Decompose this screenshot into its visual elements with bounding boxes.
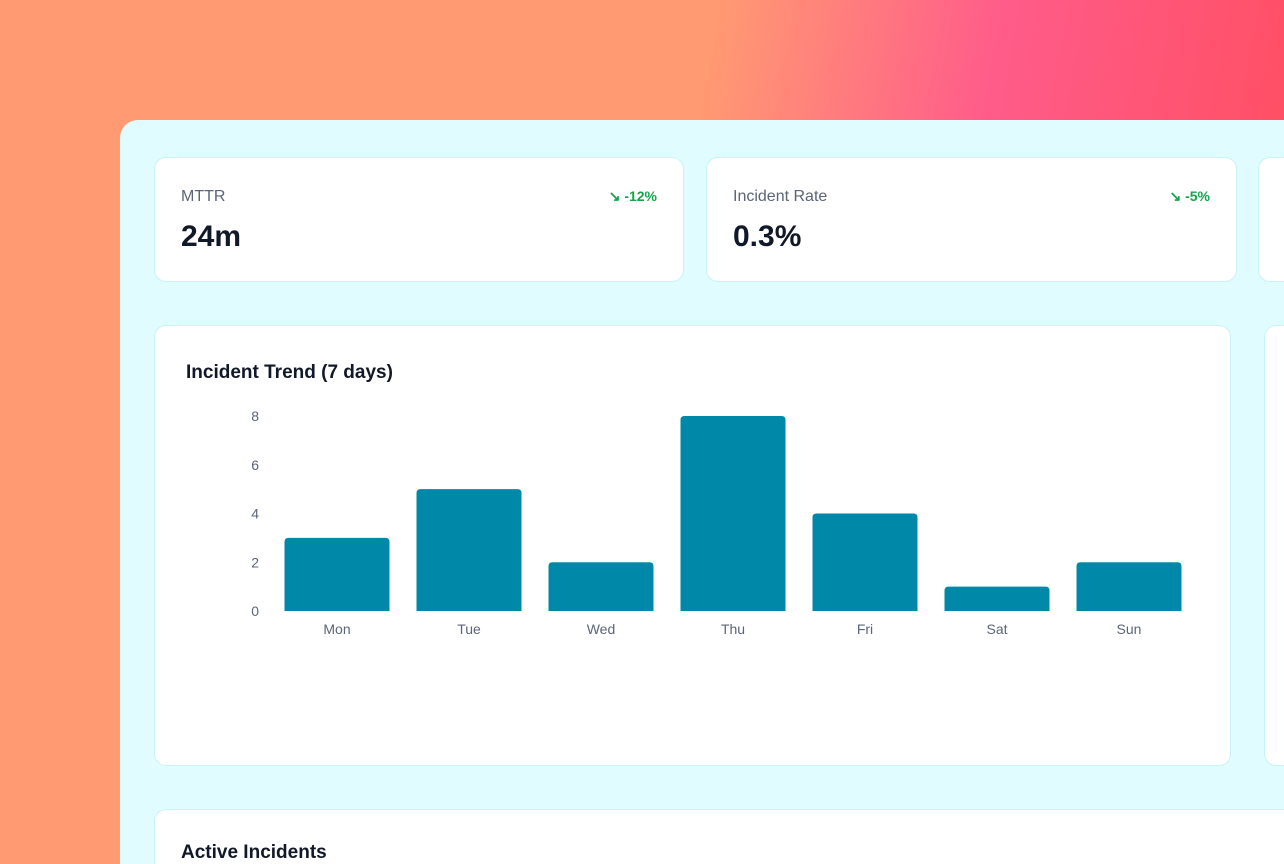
y-tick-label: 6 <box>251 457 259 473</box>
bar-sun[interactable] <box>1076 562 1182 611</box>
kpi-value: 0.3% <box>733 220 802 253</box>
incident-trend-chart: 0 2 4 6 8 Mon Tue Wed Thu Fri Sat Sun <box>251 408 1182 637</box>
bar-fri[interactable] <box>812 513 918 612</box>
chart-title: Incident Trend (7 days) <box>186 362 393 383</box>
kpi-card-mttr: MTTR 24m ↘ -12% <box>154 157 684 282</box>
kpi-card-partial <box>1258 157 1284 282</box>
kpi-label: Incident Rate <box>733 188 828 205</box>
kpi-label: MTTR <box>181 188 226 205</box>
x-tick-label: Wed <box>587 621 616 637</box>
kpi-delta: ↘ -12% <box>608 188 657 204</box>
bar-mon[interactable] <box>284 537 390 611</box>
y-tick-label: 2 <box>251 554 259 570</box>
kpi-value: 24m <box>181 220 242 253</box>
bar-wed[interactable] <box>548 562 654 611</box>
x-tick-label: Tue <box>457 621 481 637</box>
bar-sat[interactable] <box>944 586 1050 611</box>
x-tick-label: Fri <box>857 621 873 637</box>
kpi-delta: ↘ -5% <box>1169 188 1210 204</box>
incident-trend-card: Incident Trend (7 days) 0 2 4 6 8 Mon Tue Wed Th… <box>154 325 1231 766</box>
trending-down-icon: ↘ <box>608 188 625 204</box>
y-tick-label: 8 <box>251 408 259 424</box>
y-tick-label: 0 <box>251 603 259 619</box>
x-tick-label: Sun <box>1117 621 1142 637</box>
bar-tue[interactable] <box>416 489 522 611</box>
section-title: Active Incidents <box>181 842 327 863</box>
side-card-partial <box>1264 325 1284 766</box>
trending-down-icon: ↘ <box>1169 188 1186 204</box>
active-incidents-card: Active Incidents <box>154 809 1284 864</box>
x-tick-label: Sat <box>986 621 1007 637</box>
y-tick-label: 4 <box>251 506 259 522</box>
x-tick-label: Mon <box>323 621 350 637</box>
bar-thu[interactable] <box>680 416 786 611</box>
kpi-card-incident-rate: Incident Rate 0.3% ↘ -5% <box>706 157 1237 282</box>
x-tick-label: Thu <box>721 621 745 637</box>
